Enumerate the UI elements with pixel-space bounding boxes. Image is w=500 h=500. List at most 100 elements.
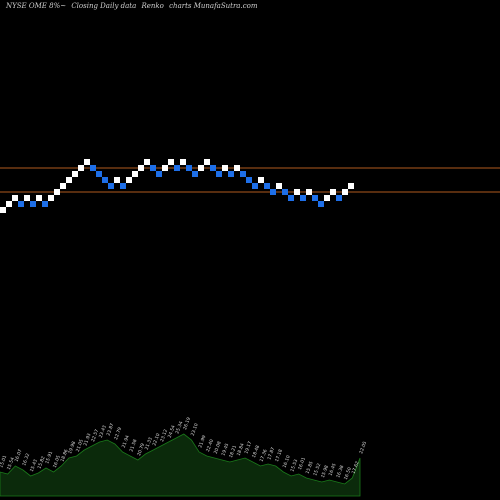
volume-label-41: 15.52 [312, 462, 322, 476]
volume-label-11: 21.93 [82, 432, 92, 446]
renko-brick-1 [6, 201, 12, 207]
volume-label-36: 17.18 [274, 448, 284, 462]
volume-label-33: 18.48 [251, 444, 261, 458]
chart-type-label: Renko [141, 2, 164, 10]
renko-brick-16 [96, 171, 102, 177]
volume-label-45: 16.50 [343, 466, 353, 480]
renko-brick-17 [102, 177, 108, 183]
volume-label-23: 25.34 [174, 420, 184, 434]
renko-brick-36 [216, 171, 222, 177]
renko-brick-43 [258, 177, 264, 183]
renko-brick-10 [60, 183, 66, 189]
source-label: charts MunafaSutra.com [169, 2, 258, 10]
renko-brick-22 [132, 171, 138, 177]
ticker-label: NYSE OME 8%~ [6, 2, 67, 10]
renko-brick-19 [114, 177, 120, 183]
renko-brick-20 [120, 183, 126, 189]
renko-brick-39 [234, 165, 240, 171]
volume-label-34: 17.36 [259, 448, 269, 462]
volume-label-20: 22.10 [151, 432, 161, 446]
volume-label-35: 17.87 [266, 446, 276, 460]
volume-label-19: 21.33 [144, 436, 154, 450]
renko-brick-4 [24, 195, 30, 201]
chart-header: NYSE OME 8%~ Closing Daily data Renko ch… [6, 2, 260, 10]
volume-label-4: 15.43 [29, 458, 39, 472]
volume-label-2: 16.07 [14, 448, 24, 462]
volume-label-47: 22.05 [358, 440, 368, 454]
volume-label-22: 24.54 [167, 424, 177, 438]
renko-brick-0 [0, 207, 6, 213]
volume-label-16: 21.94 [121, 434, 131, 448]
renko-brick-30 [180, 159, 186, 165]
data-description: Closing Daily data [71, 2, 137, 10]
volume-label-17: 21.58 [128, 438, 138, 452]
renko-brick-14 [84, 159, 90, 165]
volume-label-13: 23.43 [98, 424, 108, 438]
renko-brick-47 [282, 189, 288, 195]
renko-brick-18 [108, 183, 114, 189]
volume-label-46: 17.62 [351, 460, 361, 474]
renko-brick-21 [126, 177, 132, 183]
volume-label-12: 22.57 [90, 428, 100, 442]
volume-label-21: 23.12 [159, 428, 169, 442]
volume-label-29: 19.45 [220, 442, 230, 456]
renko-brick-52 [312, 195, 318, 201]
renko-brick-35 [210, 165, 216, 171]
renko-brick-27 [162, 165, 168, 171]
renko-brick-40 [240, 171, 246, 177]
volume-label-3: 16.32 [21, 452, 31, 466]
volume-label-37: 16.10 [282, 454, 292, 468]
renko-brick-26 [156, 171, 162, 177]
renko-brick-37 [222, 165, 228, 171]
volume-area [0, 433, 361, 497]
renko-brick-53 [318, 201, 324, 207]
renko-brick-8 [48, 195, 54, 201]
renko-brick-28 [168, 159, 174, 165]
renko-brick-31 [186, 165, 192, 171]
renko-brick-24 [144, 159, 150, 165]
renko-brick-9 [54, 189, 60, 195]
renko-brick-32 [192, 171, 198, 177]
renko-brick-54 [324, 195, 330, 201]
renko-brick-5 [30, 201, 36, 207]
renko-brick-57 [342, 189, 348, 195]
renko-brick-56 [336, 195, 342, 201]
renko-brick-12 [72, 171, 78, 177]
renko-brick-41 [246, 177, 252, 183]
volume-label-31: 18.84 [236, 442, 246, 456]
renko-brick-3 [18, 201, 24, 207]
renko-brick-45 [270, 189, 276, 195]
volume-label-39: 16.01 [297, 456, 307, 470]
volume-label-32: 19.17 [243, 440, 253, 454]
renko-brick-15 [90, 165, 96, 171]
renko-brick-11 [66, 177, 72, 183]
renko-brick-38 [228, 171, 234, 177]
volume-label-42: 15.98 [320, 464, 330, 478]
renko-brick-33 [198, 165, 204, 171]
volume-label-43: 16.45 [328, 462, 338, 476]
renko-brick-25 [150, 165, 156, 171]
renko-brick-13 [78, 165, 84, 171]
volume-label-9: 19.98 [67, 440, 77, 454]
renko-brick-44 [264, 183, 270, 189]
renko-brick-6 [36, 195, 42, 201]
renko-brick-46 [276, 183, 282, 189]
volume-label-6: 15.91 [44, 450, 54, 464]
volume-label-5: 15.82 [37, 455, 47, 469]
volume-label-44: 16.38 [335, 464, 345, 478]
volume-label-0: 15.01 [0, 454, 8, 468]
volume-label-8: 18.86 [60, 448, 70, 462]
renko-brick-7 [42, 201, 48, 207]
volume-label-7: 16.05 [52, 454, 62, 468]
volume-label-30: 18.21 [228, 444, 238, 458]
renko-brick-58 [348, 183, 354, 189]
renko-brick-55 [330, 189, 336, 195]
volume-label-38: 15.53 [289, 458, 299, 472]
volume-label-40: 15.85 [305, 460, 315, 474]
volume-label-1: 15.54 [6, 456, 16, 470]
volume-label-27: 22.40 [205, 438, 215, 452]
renko-brick-2 [12, 195, 18, 201]
renko-brick-29 [174, 165, 180, 171]
volume-label-18: 20.79 [136, 442, 146, 456]
